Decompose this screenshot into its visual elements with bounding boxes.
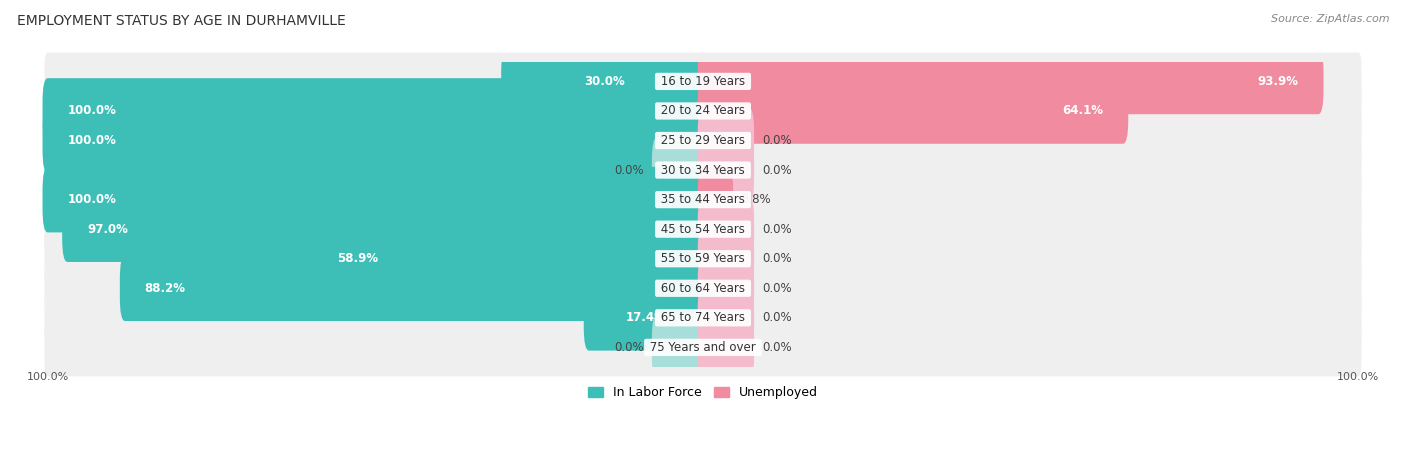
Text: 3.8%: 3.8% <box>741 193 770 206</box>
Text: 45 to 54 Years: 45 to 54 Years <box>657 223 749 236</box>
Text: 16 to 19 Years: 16 to 19 Years <box>657 75 749 88</box>
Text: 88.2%: 88.2% <box>145 282 186 295</box>
FancyBboxPatch shape <box>697 49 1323 114</box>
Text: 100.0%: 100.0% <box>67 193 117 206</box>
FancyBboxPatch shape <box>45 111 1361 170</box>
Text: 64.1%: 64.1% <box>1063 105 1104 117</box>
FancyBboxPatch shape <box>45 230 1361 288</box>
FancyBboxPatch shape <box>652 314 709 380</box>
FancyBboxPatch shape <box>45 141 1361 199</box>
FancyBboxPatch shape <box>583 285 709 350</box>
FancyBboxPatch shape <box>697 108 754 173</box>
Text: EMPLOYMENT STATUS BY AGE IN DURHAMVILLE: EMPLOYMENT STATUS BY AGE IN DURHAMVILLE <box>17 14 346 28</box>
FancyBboxPatch shape <box>45 200 1361 258</box>
Text: 20 to 24 Years: 20 to 24 Years <box>657 105 749 117</box>
Text: 0.0%: 0.0% <box>762 223 792 236</box>
Text: 17.4%: 17.4% <box>626 311 666 324</box>
Text: 0.0%: 0.0% <box>614 164 644 176</box>
Text: 100.0%: 100.0% <box>67 134 117 147</box>
FancyBboxPatch shape <box>45 52 1361 110</box>
Text: 97.0%: 97.0% <box>87 223 128 236</box>
FancyBboxPatch shape <box>42 108 709 173</box>
FancyBboxPatch shape <box>697 137 754 203</box>
FancyBboxPatch shape <box>62 196 709 262</box>
Text: 100.0%: 100.0% <box>67 105 117 117</box>
Text: 65 to 74 Years: 65 to 74 Years <box>657 311 749 324</box>
Text: 75 Years and over: 75 Years and over <box>647 341 759 354</box>
FancyBboxPatch shape <box>120 255 709 321</box>
Text: 0.0%: 0.0% <box>762 134 792 147</box>
FancyBboxPatch shape <box>697 78 1128 144</box>
FancyBboxPatch shape <box>697 314 754 380</box>
Text: 55 to 59 Years: 55 to 59 Years <box>657 252 749 265</box>
Text: 0.0%: 0.0% <box>762 252 792 265</box>
FancyBboxPatch shape <box>42 78 709 144</box>
FancyBboxPatch shape <box>45 289 1361 347</box>
Legend: In Labor Force, Unemployed: In Labor Force, Unemployed <box>583 382 823 403</box>
Text: 0.0%: 0.0% <box>762 282 792 295</box>
FancyBboxPatch shape <box>697 167 733 232</box>
FancyBboxPatch shape <box>697 196 754 262</box>
Text: 60 to 64 Years: 60 to 64 Years <box>657 282 749 295</box>
Text: 30.0%: 30.0% <box>585 75 626 88</box>
Text: 25 to 29 Years: 25 to 29 Years <box>657 134 749 147</box>
FancyBboxPatch shape <box>697 226 754 291</box>
Text: 58.9%: 58.9% <box>336 252 378 265</box>
FancyBboxPatch shape <box>501 49 709 114</box>
FancyBboxPatch shape <box>45 82 1361 140</box>
Text: 0.0%: 0.0% <box>762 311 792 324</box>
FancyBboxPatch shape <box>45 318 1361 376</box>
FancyBboxPatch shape <box>697 255 754 321</box>
Text: 30 to 34 Years: 30 to 34 Years <box>657 164 749 176</box>
FancyBboxPatch shape <box>312 226 709 291</box>
FancyBboxPatch shape <box>45 170 1361 229</box>
Text: 0.0%: 0.0% <box>762 341 792 354</box>
FancyBboxPatch shape <box>42 167 709 232</box>
Text: 93.9%: 93.9% <box>1257 75 1299 88</box>
FancyBboxPatch shape <box>697 285 754 350</box>
Text: 35 to 44 Years: 35 to 44 Years <box>657 193 749 206</box>
Text: Source: ZipAtlas.com: Source: ZipAtlas.com <box>1271 14 1389 23</box>
Text: 0.0%: 0.0% <box>614 341 644 354</box>
Text: 0.0%: 0.0% <box>762 164 792 176</box>
FancyBboxPatch shape <box>652 137 709 203</box>
FancyBboxPatch shape <box>45 259 1361 317</box>
